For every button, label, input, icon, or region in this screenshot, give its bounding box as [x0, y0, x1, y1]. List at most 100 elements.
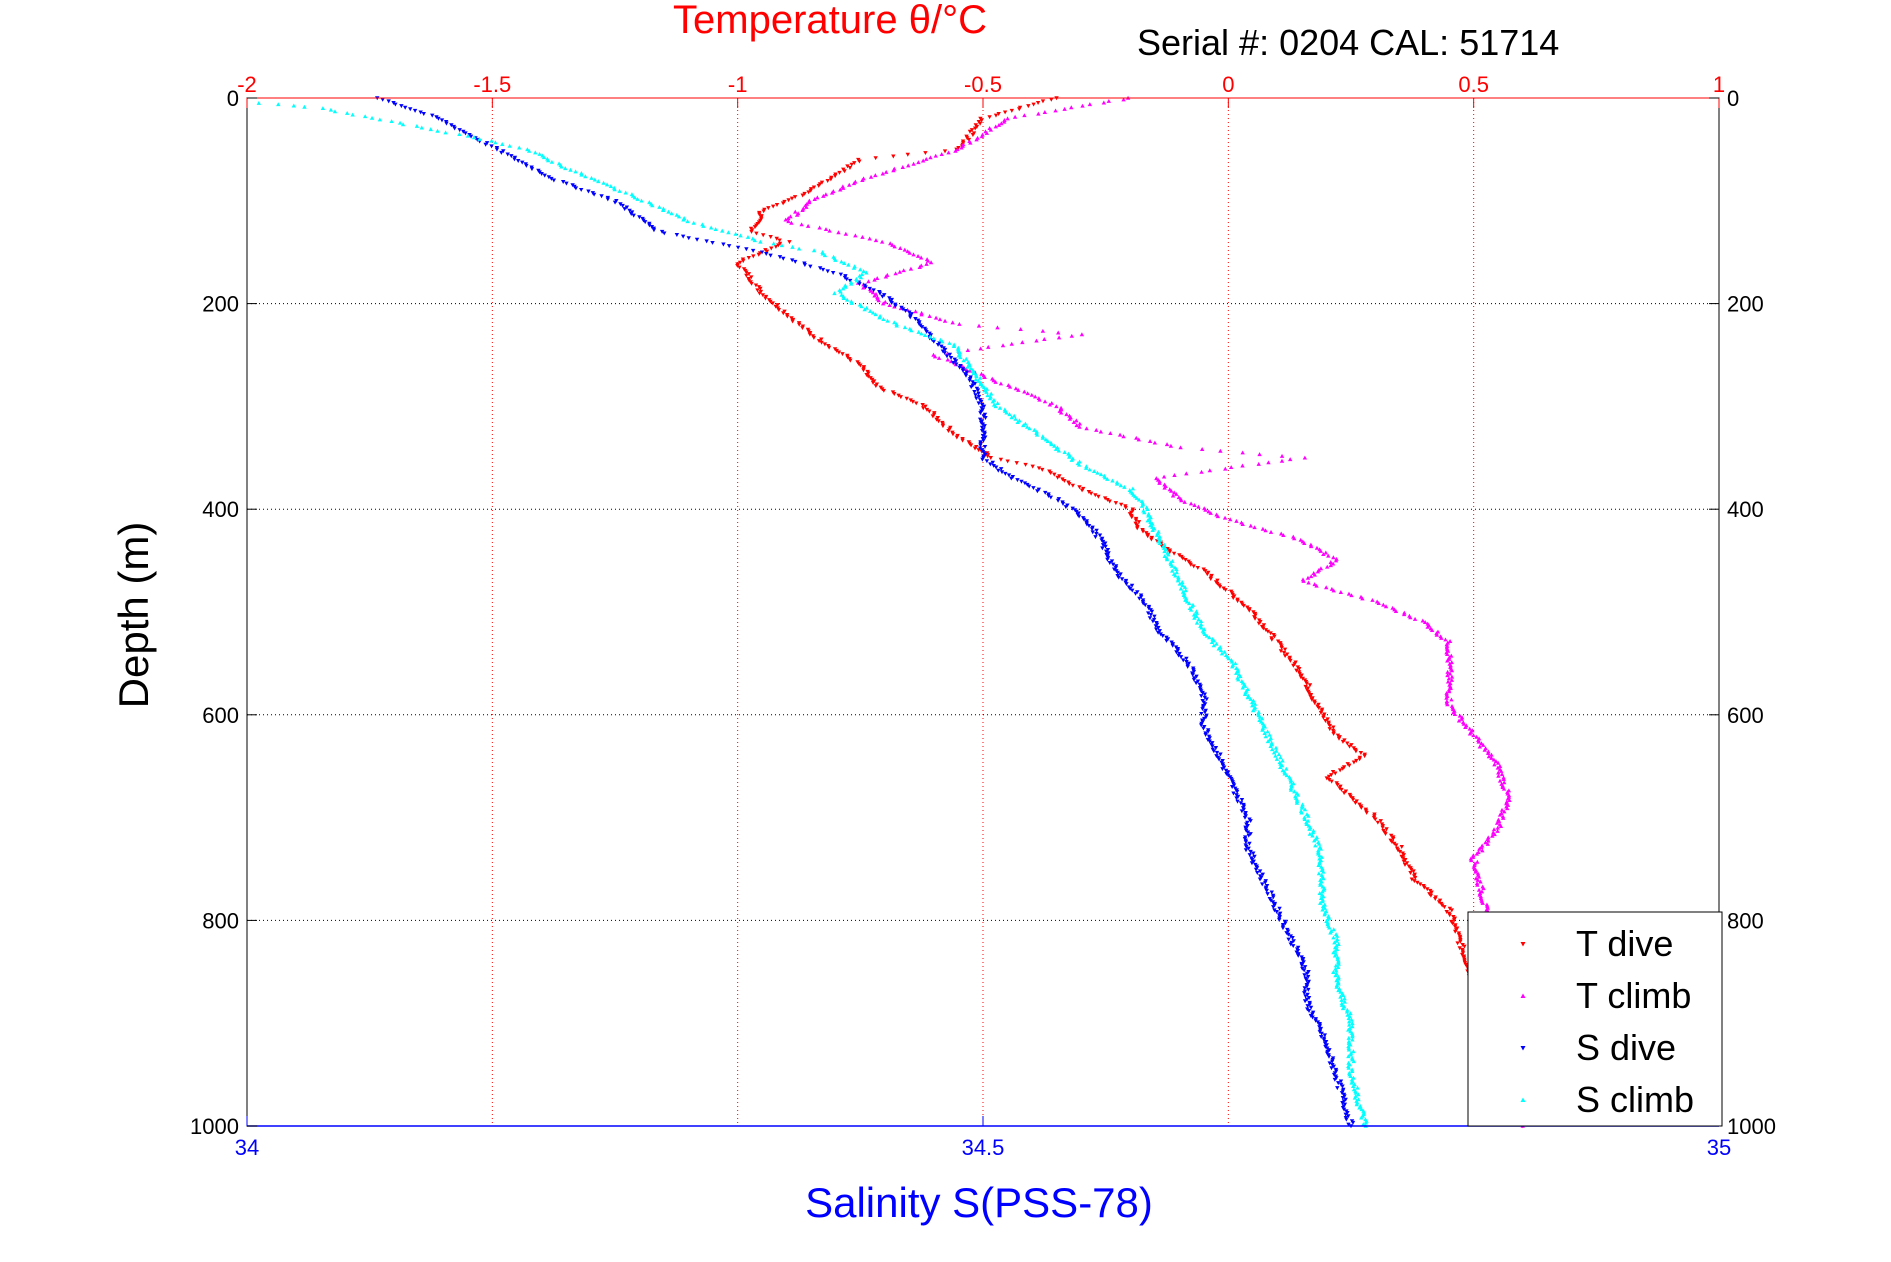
- data-point: [924, 261, 929, 266]
- data-point: [804, 204, 809, 209]
- data-point: [1316, 841, 1322, 846]
- data-point: [1162, 549, 1167, 554]
- data-point: [1256, 461, 1261, 466]
- data-point: [1031, 486, 1036, 491]
- data-point: [1486, 838, 1491, 843]
- data-point: [389, 119, 394, 124]
- data-point: [1234, 789, 1240, 794]
- salinity-tick-label: 34.5: [962, 1135, 1005, 1160]
- data-point: [320, 106, 326, 111]
- data-point: [1263, 734, 1268, 739]
- data-point: [669, 211, 674, 216]
- data-point: [1169, 563, 1175, 568]
- data-point: [864, 305, 869, 310]
- legend-label: S climb: [1576, 1079, 1694, 1120]
- data-point: [1179, 498, 1184, 503]
- data-point: [1110, 478, 1115, 483]
- data-point: [1143, 603, 1148, 608]
- data-point: [1249, 861, 1255, 866]
- data-point: [1359, 805, 1364, 810]
- data-point: [752, 225, 758, 230]
- data-point: [721, 242, 726, 247]
- data-point: [928, 155, 933, 160]
- data-point: [935, 342, 941, 347]
- data-point: [1335, 979, 1341, 984]
- data-point: [907, 310, 912, 315]
- data-point: [1291, 781, 1296, 786]
- data-point: [1477, 744, 1483, 749]
- data-point: [608, 183, 614, 188]
- data-point: [860, 178, 865, 182]
- data-point: [1264, 888, 1269, 893]
- data-point: [1217, 584, 1223, 589]
- data-point: [936, 419, 941, 424]
- data-point: [819, 340, 824, 345]
- data-point: [1245, 695, 1251, 700]
- data-point: [1274, 748, 1279, 753]
- data-point: [1334, 984, 1339, 989]
- data-point: [763, 296, 768, 301]
- data-point: [873, 312, 878, 317]
- data-point: [1284, 773, 1290, 778]
- data-point: [1040, 99, 1046, 104]
- data-point: [953, 148, 958, 153]
- data-point: [612, 187, 617, 192]
- data-point: [1260, 526, 1266, 531]
- legend-marker: [1520, 1097, 1526, 1102]
- data-point: [961, 358, 966, 363]
- data-point: [1375, 820, 1381, 825]
- data-point: [870, 310, 876, 315]
- data-point: [493, 140, 498, 145]
- data-point: [900, 165, 906, 170]
- data-point: [988, 127, 994, 132]
- data-point: [1083, 465, 1089, 470]
- data-point: [1269, 747, 1275, 752]
- data-point: [983, 416, 988, 420]
- data-point: [973, 377, 979, 382]
- data-point: [1436, 900, 1442, 905]
- data-point: [1076, 514, 1082, 519]
- data-point: [909, 328, 914, 333]
- data-point: [1333, 973, 1338, 978]
- data-point: [838, 289, 843, 294]
- data-point: [414, 123, 420, 128]
- data-point: [1129, 583, 1135, 588]
- data-point: [666, 209, 671, 214]
- data-point: [1328, 559, 1333, 564]
- data-point: [1333, 771, 1338, 776]
- data-point: [1321, 876, 1326, 881]
- data-point: [868, 288, 874, 293]
- data-point: [1473, 869, 1478, 874]
- data-point: [1331, 1064, 1337, 1069]
- data-point: [881, 301, 886, 306]
- data-point: [1342, 999, 1348, 1004]
- data-point: [1361, 1110, 1367, 1115]
- data-point: [1447, 656, 1452, 661]
- data-point: [1094, 427, 1099, 432]
- data-point: [435, 128, 440, 133]
- data-point: [942, 149, 948, 154]
- data-point: [1178, 445, 1183, 450]
- data-point: [1361, 1122, 1366, 1127]
- data-point: [1062, 106, 1067, 111]
- axes: -2 -1.5 -1 -0.5 0 0.5 1 34 34.5 35 0 0 200 200 400 400 6…: [190, 72, 1776, 1160]
- data-point: [1121, 97, 1126, 102]
- depth-tick-label-right: 400: [1727, 497, 1764, 522]
- data-point: [825, 269, 830, 274]
- data-point: [1056, 448, 1062, 453]
- data-point: [843, 231, 849, 236]
- data-point: [1445, 652, 1450, 656]
- data-point: [981, 404, 987, 409]
- data-point: [924, 329, 929, 334]
- data-point: [991, 463, 996, 468]
- data-point: [1434, 632, 1440, 637]
- data-point: [662, 231, 667, 236]
- data-point: [430, 113, 435, 118]
- data-point: [1429, 890, 1434, 895]
- data-point: [1249, 700, 1255, 705]
- data-point: [931, 339, 936, 344]
- data-point: [1358, 750, 1364, 755]
- data-point: [393, 102, 398, 107]
- data-point: [1236, 677, 1241, 682]
- data-point: [847, 166, 853, 170]
